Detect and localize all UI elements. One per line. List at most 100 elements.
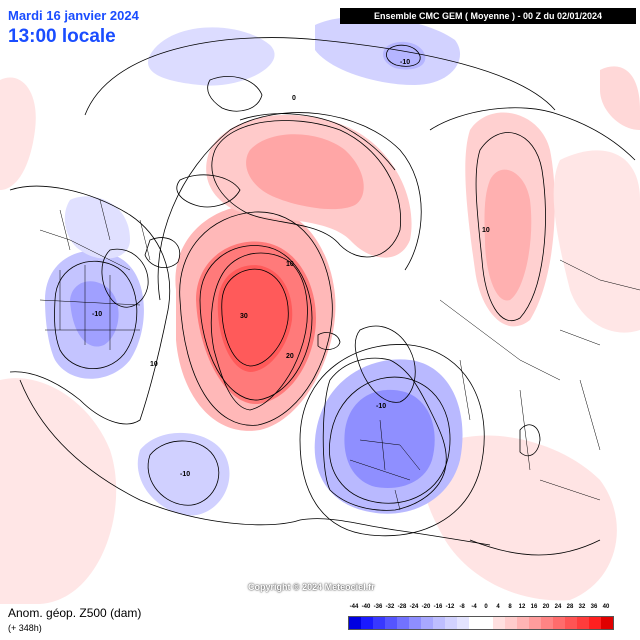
colorbar-cell bbox=[469, 617, 481, 629]
coast-canada-arctic bbox=[144, 174, 241, 269]
colorbar-tick-label: -8 bbox=[459, 604, 465, 610]
colorbar-cell bbox=[601, 617, 613, 629]
colorbar-cell bbox=[457, 617, 469, 629]
colorbar-cell bbox=[445, 617, 457, 629]
colorbar-cell bbox=[361, 617, 373, 629]
contour-zero-north bbox=[84, 37, 556, 116]
colorbar-tick-label: -24 bbox=[409, 604, 419, 610]
colorbar-cell bbox=[553, 617, 565, 629]
colorbar-tick-label: 32 bbox=[578, 604, 586, 610]
colorbar-cell bbox=[577, 617, 589, 629]
colorbar-cell bbox=[421, 617, 433, 629]
borders bbox=[39, 199, 640, 511]
colorbar-tick-label: 16 bbox=[530, 604, 538, 610]
positive-anomaly-south bbox=[0, 378, 117, 604]
colorbar-tick-label: -40 bbox=[361, 604, 371, 610]
contour-label: 30 bbox=[240, 313, 248, 320]
forecast-date: Mardi 16 janvier 2024 bbox=[8, 8, 139, 23]
coast-europe bbox=[322, 357, 447, 511]
positive-anomaly-arctic-core bbox=[246, 134, 364, 210]
colorbar-tick-label: -4 bbox=[471, 604, 477, 610]
colorbar-cell bbox=[529, 617, 541, 629]
contour-10-greenland bbox=[179, 211, 333, 426]
colorbar-tick-label: -12 bbox=[445, 604, 455, 610]
positive-anomaly-russia-core bbox=[484, 169, 532, 301]
contour-zero-south bbox=[469, 539, 601, 556]
border-us-canada bbox=[39, 229, 131, 271]
coast-alaska bbox=[207, 76, 263, 112]
colorbar-tick-label: -28 bbox=[397, 604, 407, 610]
colorbar-cell bbox=[565, 617, 577, 629]
contour-label: -10 bbox=[180, 471, 190, 478]
negative-anomaly-west bbox=[64, 196, 130, 259]
colorbar-tick-label: -20 bbox=[421, 604, 431, 610]
coast-mediterranean bbox=[299, 518, 491, 546]
negative-anomaly-europe-core bbox=[344, 389, 435, 489]
colorbar-tick-label: 36 bbox=[590, 604, 598, 610]
contour-label: 10 bbox=[286, 261, 294, 268]
colorbar-cell bbox=[517, 617, 529, 629]
contour-label: -10 bbox=[376, 403, 386, 410]
colorbar-cell bbox=[385, 617, 397, 629]
field-title: Anom. géop. Z500 (dam) bbox=[8, 606, 142, 620]
colorbar-cell bbox=[505, 617, 517, 629]
contours bbox=[19, 37, 601, 556]
anomaly-shading bbox=[0, 16, 640, 604]
copyright-notice: Copyright © 2024 Meteociel.fr bbox=[248, 582, 375, 592]
contour-minus10-america bbox=[54, 260, 138, 369]
border-canada bbox=[59, 199, 151, 261]
contour-label: -10 bbox=[400, 59, 410, 66]
contour-30-greenland bbox=[221, 268, 289, 367]
coast-siberia bbox=[239, 113, 396, 171]
border-russia bbox=[439, 299, 561, 471]
positive-anomaly-northeast bbox=[600, 66, 640, 130]
colorbar: -44 -40 -36 -32 -28 -24 -20 -16 -12 -8 -4 0 4 8 12 16 20… bbox=[348, 604, 614, 630]
border-europe bbox=[349, 419, 421, 511]
colorbar-cell bbox=[397, 617, 409, 629]
contour-label: 10 bbox=[150, 361, 158, 368]
colorbar-cell bbox=[433, 617, 445, 629]
colorbar-tick-label: 4 bbox=[496, 604, 500, 610]
contour-label: 0 bbox=[292, 95, 296, 102]
contour-20-greenland bbox=[199, 245, 313, 401]
model-run-banner: Ensemble CMC GEM ( Moyenne ) - 00 Z du 0… bbox=[340, 8, 636, 24]
colorbar-tick-label: -44 bbox=[349, 604, 359, 610]
positive-anomaly-northwest bbox=[0, 77, 36, 190]
coast-asia-north bbox=[429, 107, 636, 161]
colorbar-tick-label: -36 bbox=[373, 604, 383, 610]
colorbar-cell bbox=[493, 617, 505, 629]
coast-north-america bbox=[9, 185, 171, 425]
contour-zero-outer bbox=[19, 379, 301, 526]
forecast-local-time: 13:00 locale bbox=[8, 26, 116, 47]
colorbar-cells bbox=[348, 616, 614, 630]
colorbar-tick-label: 24 bbox=[554, 604, 562, 610]
colorbar-tick-label: 28 bbox=[566, 604, 574, 610]
coastlines bbox=[9, 76, 636, 546]
colorbar-cell bbox=[481, 617, 493, 629]
colorbar-tick-label: 12 bbox=[518, 604, 526, 610]
coast-greenland bbox=[210, 252, 308, 411]
contour-minus10-atlantic bbox=[147, 440, 220, 506]
contour-label: -10 bbox=[92, 311, 102, 318]
footer-bar: Anom. géop. Z500 (dam) (+ 348h) -44 -40 -3… bbox=[0, 604, 640, 640]
colorbar-tick-label: -32 bbox=[385, 604, 395, 610]
colorbar-tick-label: 0 bbox=[484, 604, 488, 610]
contour-label: 20 bbox=[286, 353, 294, 360]
lead-time: (+ 348h) bbox=[8, 623, 42, 633]
border-asia bbox=[539, 259, 640, 501]
border-us-states bbox=[39, 265, 141, 350]
colorbar-tick-label: 40 bbox=[602, 604, 610, 610]
contour-label: 10 bbox=[482, 227, 490, 234]
contour-zero-greenland bbox=[157, 112, 422, 301]
contour-zero-europe bbox=[299, 344, 485, 537]
negative-anomaly-atlantic bbox=[137, 432, 230, 516]
positive-anomaly-greenland-max bbox=[217, 265, 293, 372]
positive-anomaly-east bbox=[553, 150, 640, 333]
coast-scandinavia bbox=[354, 325, 416, 403]
colorbar-cell bbox=[589, 617, 601, 629]
contour-labels: -10 0 10 30 20 10 -10 -10 -10 10 bbox=[92, 59, 490, 478]
colorbar-tick-label: -16 bbox=[433, 604, 443, 610]
contour-10-arctic bbox=[211, 120, 402, 258]
